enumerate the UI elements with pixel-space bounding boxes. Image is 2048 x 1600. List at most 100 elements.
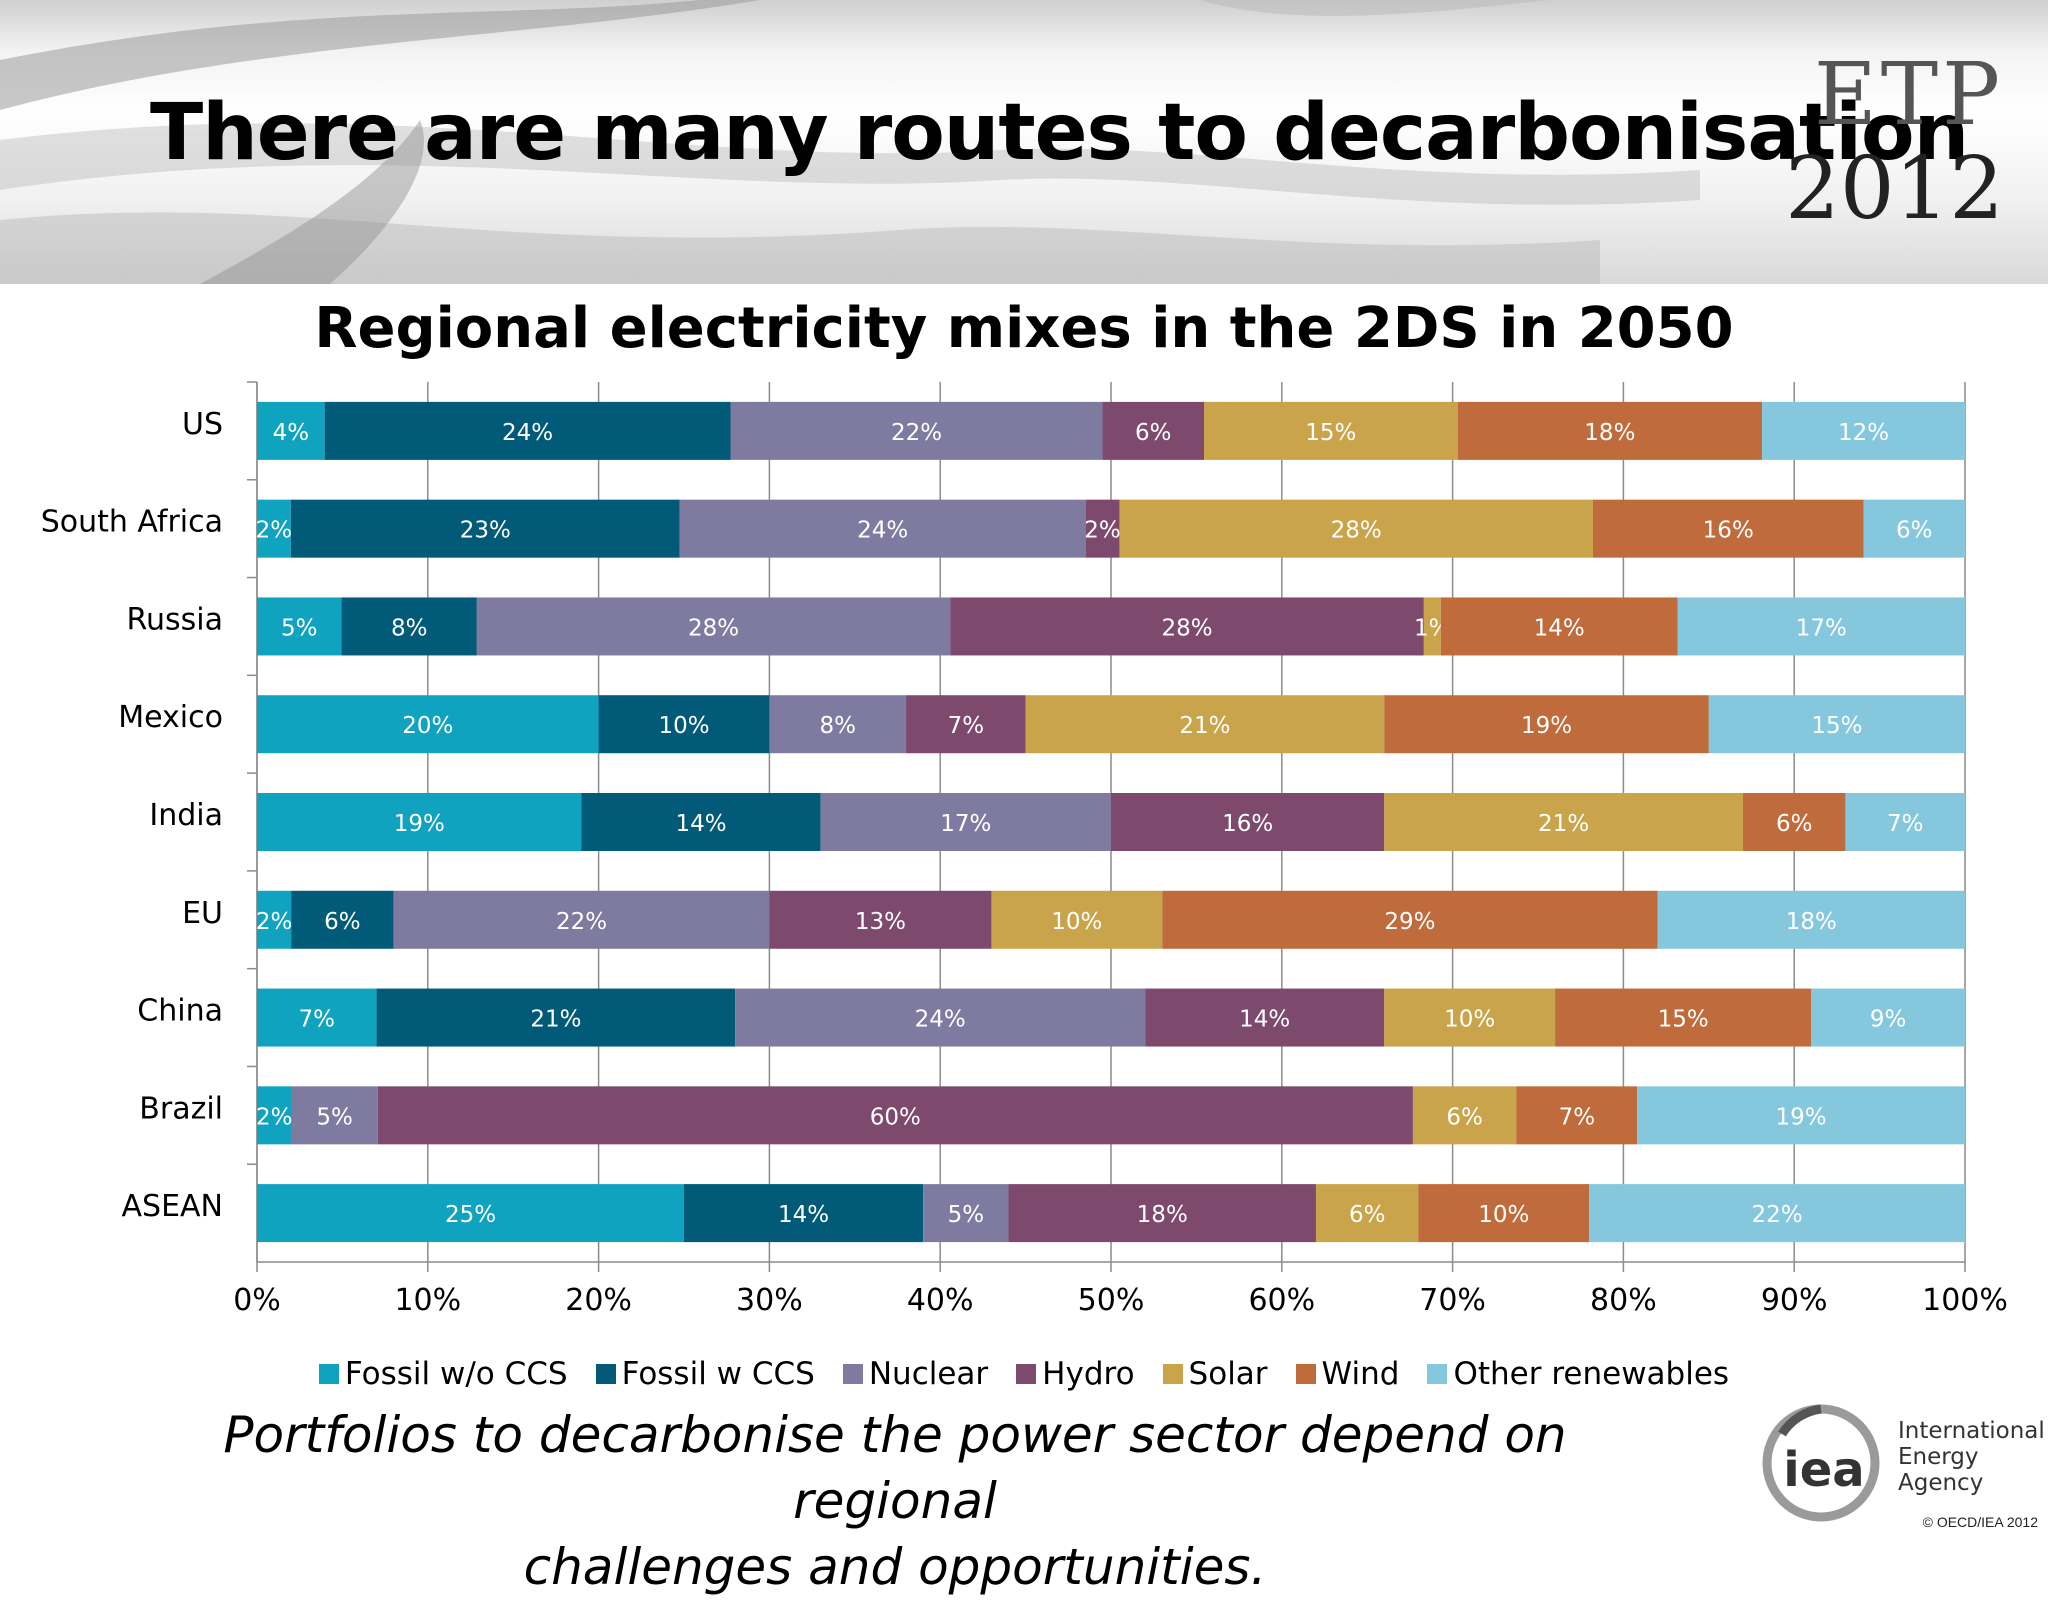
legend-label: Fossil w/o CCS — [344, 1356, 568, 1392]
data-label: 6% — [1896, 518, 1933, 544]
data-label: 28% — [1162, 615, 1213, 641]
legend-item: Hydro — [1016, 1356, 1135, 1392]
bar-segment — [1742, 793, 1846, 851]
data-label: 22% — [556, 909, 607, 935]
data-label: 15% — [1811, 713, 1862, 739]
bar-segment — [1457, 401, 1763, 460]
legend-swatch — [842, 1364, 863, 1384]
bar-segment — [290, 499, 680, 558]
data-label: 20% — [402, 713, 453, 739]
bar-segment — [1412, 1086, 1517, 1145]
bar-segment — [1592, 499, 1864, 558]
data-label: 25% — [445, 1202, 496, 1228]
data-label: 10% — [658, 713, 709, 739]
x-tick-label: 50% — [1078, 1283, 1145, 1318]
data-label: 14% — [1239, 1007, 1290, 1033]
bar-segment — [1119, 499, 1593, 558]
bar-segment — [376, 988, 736, 1047]
legend-item: Other renewables — [1427, 1356, 1729, 1392]
data-label: 7% — [948, 713, 985, 739]
bar-group: 25% 14% 5% 18% 6% 10% 22% — [257, 1184, 1965, 1243]
bar-segment — [257, 1086, 292, 1145]
slide-title: There are many routes to decarbonisation — [150, 88, 1969, 178]
bar-segment — [1162, 890, 1658, 949]
data-label: 6% — [1135, 420, 1172, 446]
bar-group: 7% 21% 24% 14% 10% 15% 9% — [257, 988, 1965, 1047]
bar-segment — [1384, 793, 1743, 851]
header-banner: There are many routes to decarbonisation… — [0, 0, 2048, 284]
bar-segment — [1589, 1184, 1965, 1243]
bar-segment — [1657, 890, 1965, 949]
bar-segment — [291, 1086, 378, 1145]
data-label: 4% — [273, 420, 310, 446]
bar-segment — [341, 597, 477, 656]
bar-segment — [324, 401, 731, 460]
bar-group: 2% 23% 24% 2% 28% 16% 6% — [256, 499, 1965, 558]
data-label: 28% — [688, 615, 739, 641]
data-label: 5% — [316, 1104, 353, 1130]
bar-segment — [769, 695, 907, 754]
data-label: 28% — [1331, 518, 1382, 544]
x-tick-label: 20% — [565, 1283, 632, 1318]
data-label: 2% — [1084, 518, 1121, 544]
bar-group: 20% 10% 8% 7% 21% 19% 15% — [257, 695, 1965, 754]
bar-segment — [257, 988, 377, 1047]
data-label: 22% — [891, 420, 942, 446]
slide-footnote: Portfolios to decarbonise the power sect… — [150, 1402, 1640, 1600]
legend-item: Nuclear — [842, 1356, 988, 1392]
bar-segment — [476, 597, 951, 656]
y-category-label: US — [182, 407, 223, 442]
data-label: 6% — [1446, 1104, 1483, 1130]
bar-group: 4% 24% 22% 6% 15% 18% 12% — [257, 401, 1965, 460]
data-label: 9% — [1870, 1007, 1907, 1033]
chart-legend: Fossil w/o CCS Fossil w CCS Nuclear Hydro So… — [0, 1356, 2048, 1392]
data-label: 5% — [948, 1202, 985, 1228]
bar-segment — [377, 1086, 1413, 1145]
legend-swatch — [1295, 1364, 1316, 1384]
y-category-label: Brazil — [139, 1091, 223, 1126]
x-tick-label: 80% — [1590, 1283, 1657, 1318]
bar-segment — [257, 401, 325, 460]
data-label: 17% — [940, 811, 991, 837]
bar-segment — [1008, 1184, 1316, 1243]
bar-segment — [1440, 597, 1678, 656]
copyright: © OECD/IEA 2012 — [1922, 1514, 2038, 1530]
x-tick-label: 70% — [1419, 1283, 1486, 1318]
data-label: 18% — [1786, 909, 1837, 935]
bar-segment — [1845, 793, 1965, 851]
bar-segment — [1762, 401, 1965, 460]
data-label: 18% — [1584, 420, 1635, 446]
bar-segment — [1111, 793, 1385, 851]
bar-segment — [730, 401, 1103, 460]
data-label: 24% — [915, 1007, 966, 1033]
legend-item: Fossil w/o CCS — [318, 1356, 568, 1392]
decorative-swirl — [0, 0, 1700, 284]
bar-segment — [257, 695, 599, 754]
bar-segment — [1708, 695, 1965, 754]
data-label: 16% — [1703, 518, 1754, 544]
x-tick-label: 30% — [736, 1283, 803, 1318]
data-label: 24% — [502, 420, 553, 446]
bar-segment — [735, 988, 1146, 1047]
x-tick-label: 100% — [1922, 1283, 2008, 1318]
data-label: 2% — [256, 909, 293, 935]
data-label: 19% — [394, 811, 445, 837]
data-label: 18% — [1137, 1202, 1188, 1228]
data-label: 7% — [1887, 811, 1924, 837]
data-label: 19% — [1776, 1104, 1827, 1130]
bar-segment — [1423, 597, 1441, 656]
bar-segment — [1555, 988, 1812, 1047]
bar-segment — [1085, 499, 1120, 558]
y-category-label: Mexico — [118, 700, 223, 735]
data-label: 21% — [530, 1007, 581, 1033]
legend-label: Solar — [1188, 1356, 1268, 1392]
bar-segment — [1204, 401, 1458, 460]
chart-title: Regional electricity mixes in the 2DS in… — [314, 296, 1734, 361]
bar-segment — [257, 597, 342, 656]
data-label: 10% — [1478, 1202, 1529, 1228]
legend-item: Solar — [1162, 1356, 1268, 1392]
legend-swatch — [1162, 1364, 1183, 1384]
agency-name-line2: Energy Agency — [1898, 1444, 1984, 1496]
bar-segment — [257, 890, 292, 949]
data-label: 21% — [1538, 811, 1589, 837]
